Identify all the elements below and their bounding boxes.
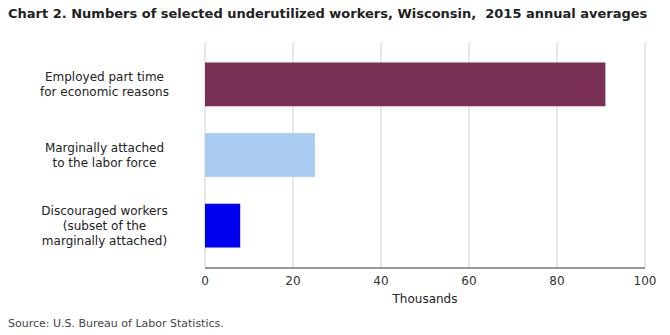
grid-line bbox=[645, 42, 646, 268]
x-tick-label: 100 bbox=[634, 274, 657, 288]
x-axis-label: Thousands bbox=[392, 292, 458, 306]
category-label: Marginally attachedto the labor force bbox=[45, 141, 164, 170]
x-tick-label: 60 bbox=[461, 274, 476, 288]
x-tick-label: 80 bbox=[549, 274, 564, 288]
category-label: Employed part timefor economic reasons bbox=[40, 70, 169, 99]
bar bbox=[205, 62, 605, 106]
bar bbox=[205, 204, 240, 248]
source: Source: U.S. Bureau of Labor Statistics. bbox=[8, 317, 224, 330]
category-label: Discouraged workers(subset of themargina… bbox=[41, 204, 167, 248]
grid bbox=[205, 42, 645, 268]
chart: Chart 2. Numbers of selected underutiliz… bbox=[0, 0, 670, 335]
title: Chart 2. Numbers of selected underutiliz… bbox=[8, 6, 648, 21]
bars bbox=[205, 62, 605, 247]
x-tick-label: 20 bbox=[285, 274, 300, 288]
x-axis-line bbox=[205, 268, 645, 269]
bar bbox=[205, 133, 315, 177]
x-tick-label: 40 bbox=[373, 274, 388, 288]
x-tick-label: 0 bbox=[201, 274, 209, 288]
